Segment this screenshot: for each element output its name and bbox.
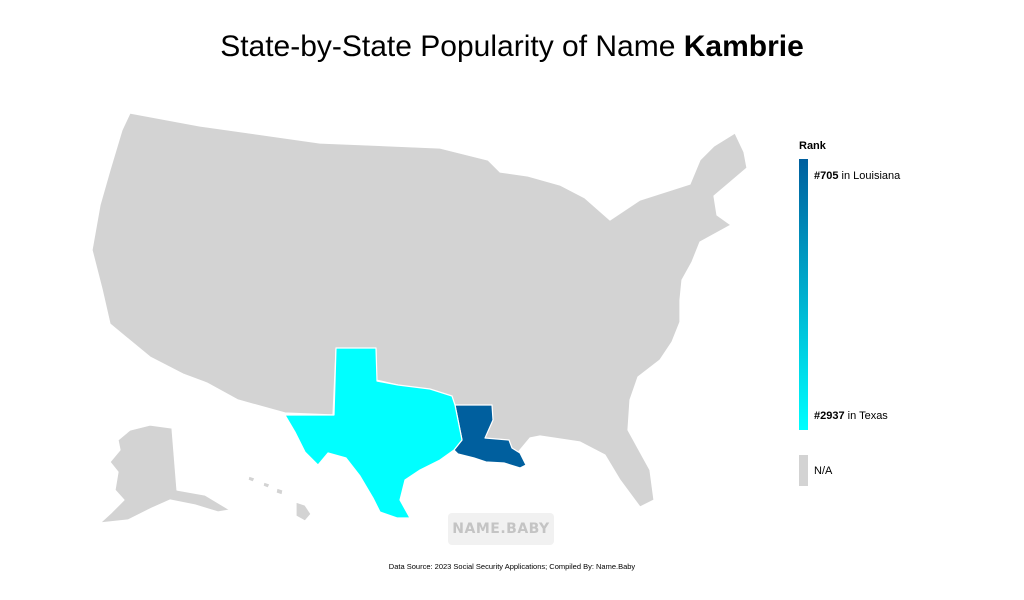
legend-color-scale: [799, 159, 808, 430]
title-name: Kambrie: [683, 30, 804, 63]
legend-high-label: #705 in Louisiana: [814, 170, 900, 182]
contiguous-us: [91, 112, 748, 508]
state-hawaii-4: [247, 475, 256, 483]
state-hawaii-1: [295, 501, 312, 522]
legend-na-label: N/A: [814, 465, 833, 477]
legend-high-rank: #705: [814, 170, 839, 182]
title-prefix: State-by-State Popularity of Name: [220, 30, 676, 63]
legend-low-rank: #2937: [814, 410, 845, 422]
name-baby-watermark: NAME.BABY: [448, 513, 554, 545]
legend-low-text: in Texas: [847, 410, 888, 422]
legend-low-label: #2937 in Texas: [814, 410, 888, 422]
legend-na-swatch: [799, 455, 808, 486]
state-hawaii-3: [262, 481, 271, 489]
legend-high-text: in Louisiana: [841, 170, 901, 182]
legend-title: Rank: [799, 140, 826, 152]
chart-title: State-by-State Popularity of Name Kambri…: [0, 30, 1024, 64]
state-hawaii-2: [275, 487, 284, 496]
state-alaska: [99, 424, 231, 524]
state-texas: [284, 347, 463, 519]
data-source-footer: Data Source: 2023 Social Security Applic…: [388, 562, 636, 571]
